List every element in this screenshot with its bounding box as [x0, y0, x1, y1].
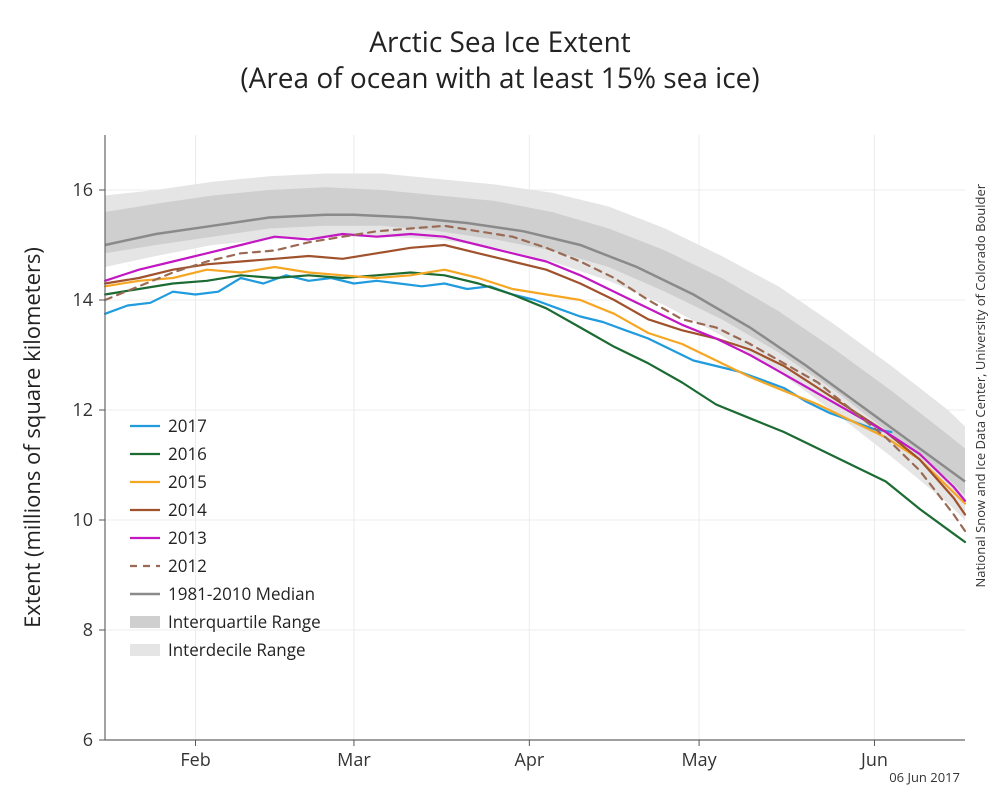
x-tick-label: Jun: [859, 748, 888, 772]
sea-ice-chart: 6 8 10 12 14 16 Feb Mar Apr May Jun Arctic Sea Ice …: [0, 0, 1000, 800]
attribution: National Snow and Ice Data Center, Unive…: [971, 183, 989, 587]
x-tick-label: Apr: [514, 748, 544, 772]
x-tick-label: May: [681, 748, 717, 772]
x-tick-label: Feb: [180, 748, 210, 772]
legend-label: 1981-2010 Median: [168, 582, 315, 605]
y-tick-label: 16: [72, 178, 93, 202]
legend-swatch: [130, 644, 160, 656]
chart-title-line2: (Area of ocean with at least 15% sea ice…: [240, 59, 759, 97]
legend-label: 2017: [168, 414, 207, 437]
y-tick-label: 6: [83, 728, 93, 752]
legend-swatch: [130, 616, 160, 628]
y-tick-label: 8: [83, 618, 93, 642]
y-tick-label: 12: [72, 398, 93, 422]
legend-label: 2012: [168, 554, 207, 577]
legend-label: Interdecile Range: [168, 638, 306, 661]
y-tick-label: 14: [72, 288, 93, 312]
date-stamp: 06 Jun 2017: [889, 768, 960, 786]
legend-label: 2014: [168, 498, 207, 521]
legend-label: 2016: [168, 442, 207, 465]
y-axis-label: Extent (millions of square kilometers): [17, 247, 47, 628]
legend-label: 2015: [168, 470, 207, 493]
x-tick-label: Mar: [337, 748, 371, 772]
y-tick-label: 10: [72, 508, 93, 532]
chart-title-line1: Arctic Sea Ice Extent: [369, 23, 631, 61]
legend-label: Interquartile Range: [168, 610, 321, 633]
legend-label: 2013: [168, 526, 207, 549]
